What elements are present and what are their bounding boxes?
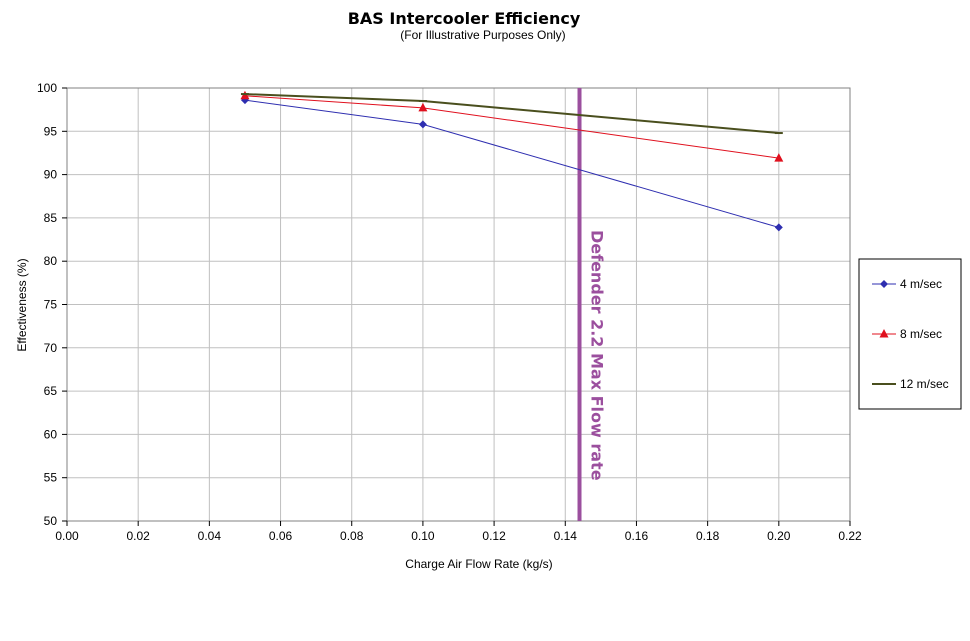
y-tick-label: 65 (44, 384, 58, 398)
y-tick-label: 100 (37, 81, 57, 95)
x-tick-label: 0.18 (696, 529, 720, 543)
x-tick-label: 0.22 (838, 529, 862, 543)
series-2 (240, 93, 783, 135)
legend: 4 m/sec 8 m/sec 12 m/sec (858, 258, 962, 410)
x-tick-label: 0.02 (127, 529, 151, 543)
y-tick-label: 85 (44, 211, 58, 225)
gridlines (67, 88, 850, 521)
y-tick-label: 70 (44, 341, 58, 355)
y-tick-label: 95 (44, 124, 58, 138)
y-tick-label: 55 (44, 471, 58, 485)
x-tick-label: 0.14 (554, 529, 578, 543)
chart-title: BAS Intercooler Efficiency (347, 9, 581, 28)
x-tick-label: 0.12 (482, 529, 506, 543)
chart-subtitle: (For Illustrative Purposes Only) (400, 28, 566, 42)
data-point (418, 102, 428, 112)
legend-label: 4 m/sec (900, 277, 942, 291)
y-tick-label: 90 (44, 168, 58, 182)
annotations: Defender 2.2 Max Flow rate (577, 88, 607, 521)
y-axis-label: Effectiveness (%) (15, 258, 29, 351)
x-tick-label: 0.10 (411, 529, 435, 543)
y-tick-label: 75 (44, 298, 58, 312)
data-point (418, 120, 427, 129)
y-tick-label: 80 (44, 254, 58, 268)
x-tick-label: 0.04 (198, 529, 222, 543)
max-flow-label: Defender 2.2 Max Flow rate (588, 230, 607, 481)
x-tick-label: 0.06 (269, 529, 293, 543)
data-point (774, 223, 783, 232)
y-tick-label: 50 (44, 514, 58, 528)
x-tick-label: 0.20 (767, 529, 791, 543)
x-tick-label: 0.08 (340, 529, 364, 543)
x-axis-label: Charge Air Flow Rate (kg/s) (405, 557, 552, 571)
data-point (774, 153, 784, 162)
x-tick-label: 0.16 (625, 529, 649, 543)
legend-label: 8 m/sec (900, 327, 942, 341)
legend-marker (879, 329, 889, 338)
legend-marker (880, 280, 888, 288)
x-tick-label: 0.00 (55, 529, 79, 543)
y-tick-label: 60 (44, 427, 58, 441)
legend-label: 12 m/sec (900, 377, 949, 391)
ticks: 0.00 0.02 0.04 0.06 0.08 0.10 0.12 0.14 0.16 0.18… (37, 81, 862, 543)
series-layer (240, 90, 784, 232)
